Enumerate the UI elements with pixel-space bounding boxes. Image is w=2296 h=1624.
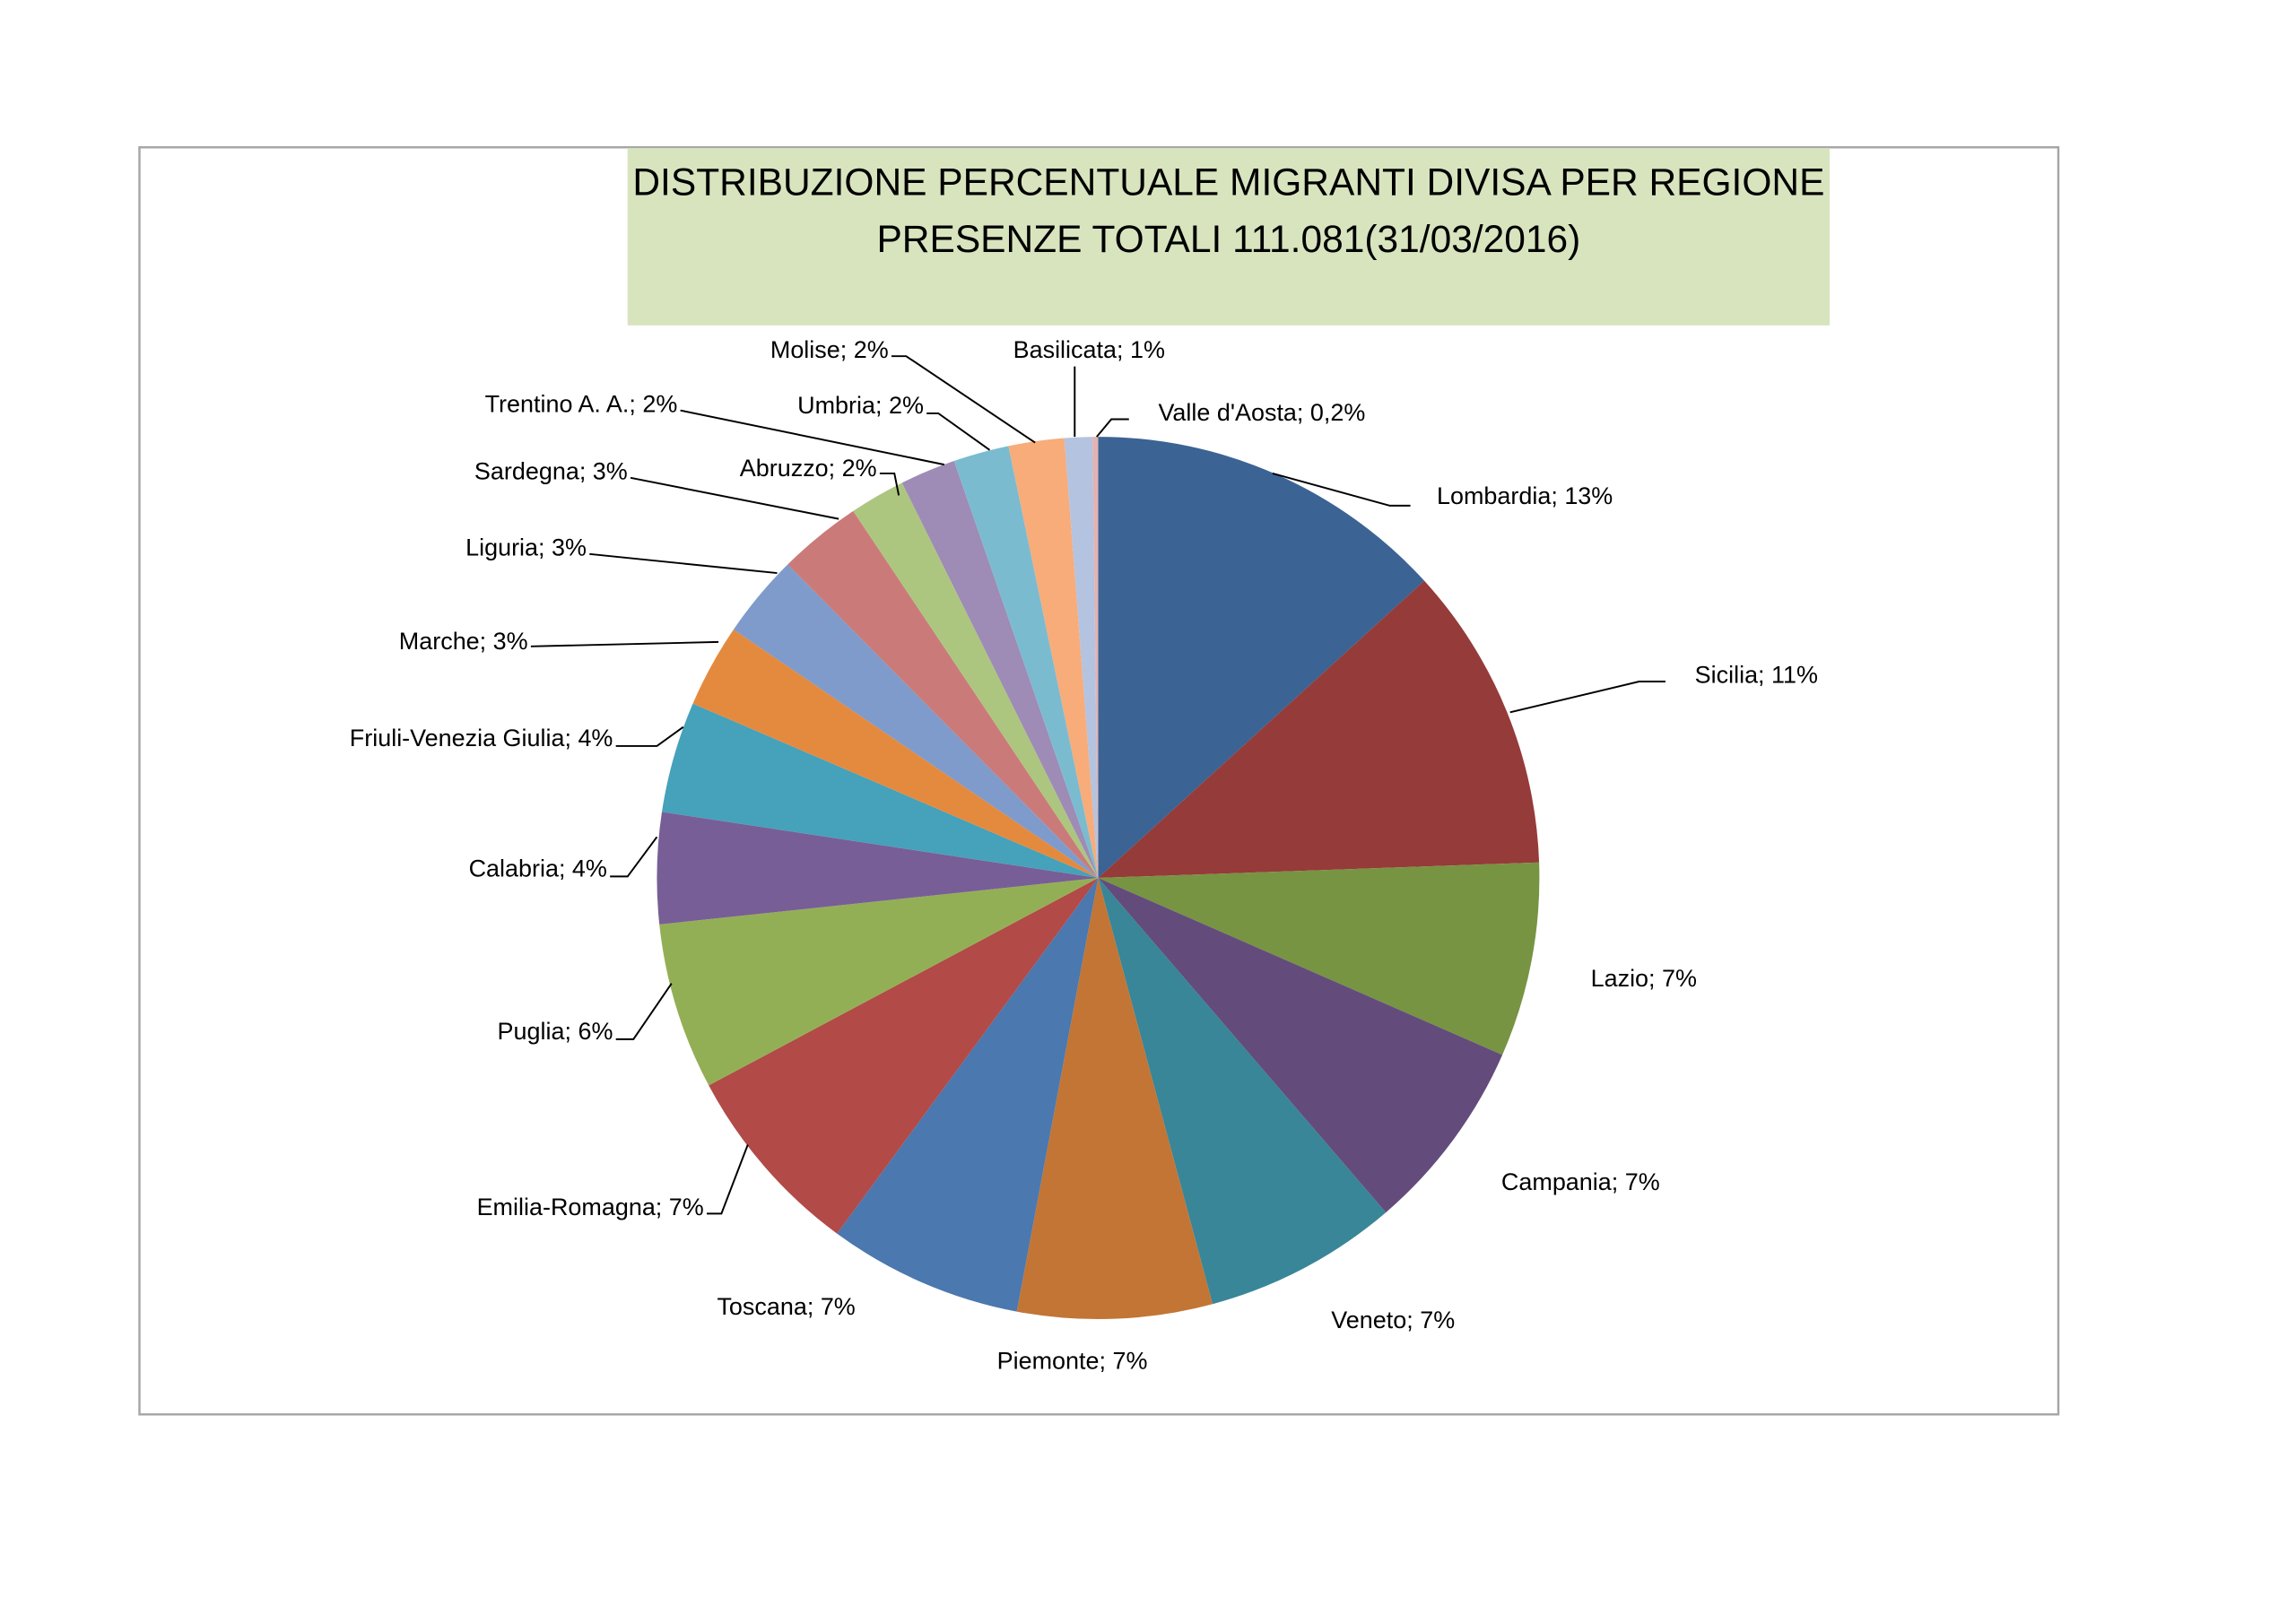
data-label-basilicata: Basilicata; 1%: [1013, 336, 1165, 363]
leader-line-lombardia: [1272, 472, 1411, 507]
pie-slice-valle-d-aosta: [1092, 437, 1099, 879]
leader-line-sicilia: [1509, 681, 1665, 714]
pie-slice-toscana: [837, 878, 1099, 1312]
pie-slice-lazio: [1098, 862, 1540, 1055]
data-label-abruzzo: Abruzzo; 2%: [740, 455, 877, 482]
pie-slice-molise: [1008, 438, 1099, 879]
data-label-lombardia: Lombardia; 13%: [1437, 482, 1613, 509]
leader-line-sardegna: [630, 476, 839, 520]
data-label-toscana: Toscana; 7%: [717, 1293, 855, 1320]
pie-slice-calabria: [657, 812, 1099, 925]
pie-slice-sicilia: [1098, 580, 1540, 879]
data-label-molise: Molise; 2%: [770, 336, 889, 363]
leader-line-umbria: [926, 412, 991, 451]
data-label-lazio: Lazio; 7%: [1591, 965, 1697, 992]
pie-slices: [657, 437, 1540, 1320]
data-label-friuli: Friuli-Venezia Giulia; 4%: [350, 725, 613, 751]
pie-slice-emilia-romagna: [709, 878, 1099, 1234]
data-label-emilia-romagna: Emilia-Romagna; 7%: [477, 1194, 704, 1220]
pie-slice-campania: [1098, 878, 1503, 1213]
data-label-campania: Campania; 7%: [1501, 1168, 1660, 1195]
pie-slice-friuli-venezia-giulia: [662, 703, 1099, 879]
data-label-sicilia: Sicilia; 11%: [1695, 662, 1818, 689]
chart-title-line-2: PRESENZE TOTALI 111.081(31/03/2016): [876, 219, 1580, 261]
leader-line-marche: [530, 640, 719, 647]
pie-slice-trentino-a-a-: [901, 461, 1099, 879]
pie-slice-liguria: [733, 564, 1099, 879]
leader-line-friuli: [615, 725, 684, 747]
pie-slice-lombardia: [1098, 437, 1425, 879]
pie-slice-puglia: [659, 878, 1099, 1086]
chart-title-line-1: DISTRIBUZIONE PERCENTUALE MIGRANTI DIVIS…: [632, 161, 1824, 204]
pie-slice-abruzzo: [853, 482, 1099, 879]
leader-line-valle-daosta: [1096, 418, 1129, 438]
data-label-veneto: Veneto; 7%: [1331, 1307, 1455, 1333]
data-label-valle-daosta: Valle d'Aosta; 0,2%: [1158, 399, 1365, 426]
pie-slice-umbria: [953, 446, 1099, 879]
pie-slice-veneto: [1098, 878, 1387, 1305]
pie-slice-piemonte: [1016, 878, 1213, 1320]
title-background: [627, 148, 1831, 326]
data-label-piemonte: Piemonte; 7%: [997, 1348, 1148, 1375]
data-labels: Lombardia; 13% Sicilia; 11% Lazio; 7% Ca…: [350, 336, 1818, 1375]
data-label-puglia: Puglia; 6%: [498, 1018, 613, 1045]
leader-line-calabria: [610, 836, 658, 878]
leader-line-liguria: [589, 552, 778, 575]
data-label-calabria: Calabria; 4%: [469, 855, 607, 881]
data-label-sardegna: Sardegna; 3%: [474, 457, 628, 484]
leader-lines: [530, 355, 1665, 1215]
leader-line-abruzzo: [879, 472, 900, 496]
data-label-liguria: Liguria; 3%: [465, 534, 587, 560]
leader-line-molise: [891, 355, 1036, 444]
leader-line-emilia-romagna: [707, 1144, 749, 1215]
pie-slice-sardegna: [787, 510, 1099, 879]
pie-slice-basilicata: [1064, 437, 1099, 879]
data-label-umbria: Umbria; 2%: [797, 392, 924, 419]
pie-slice-marche: [692, 629, 1099, 879]
data-label-marche: Marche; 3%: [399, 628, 528, 655]
data-label-trentino: Trentino A. A.; 2%: [485, 390, 678, 417]
leader-line-puglia: [615, 983, 673, 1040]
leader-line-trentino: [680, 409, 945, 466]
